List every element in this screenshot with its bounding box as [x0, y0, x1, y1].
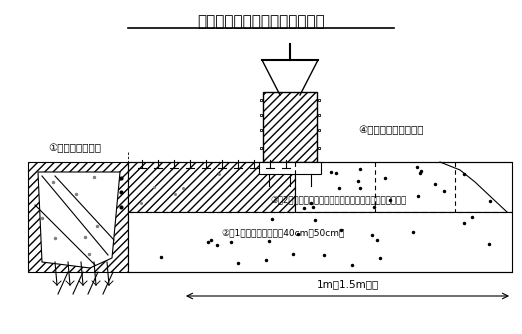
Text: 1m～1.5m先行: 1m～1.5m先行 — [316, 279, 378, 289]
Bar — [259, 162, 321, 174]
Bar — [295, 162, 512, 212]
Text: ①コーナー部設置: ①コーナー部設置 — [49, 143, 101, 153]
Bar — [128, 162, 295, 212]
Bar — [28, 162, 128, 272]
Bar — [263, 92, 317, 162]
Text: ②第1層目生コン打設（40cm～50cm）: ②第1層目生コン打設（40cm～50cm） — [221, 228, 345, 237]
Polygon shape — [38, 172, 120, 268]
Text: ④天端部ゴム型枠設置: ④天端部ゴム型枠設置 — [358, 125, 423, 135]
Bar — [128, 212, 512, 272]
Text: ③第2層目生コン打設（天端部ゴム型枠設置と並行作業）: ③第2層目生コン打設（天端部ゴム型枠設置と並行作業） — [270, 195, 406, 204]
Text: 水通し天端部ゴム型枠設置手順: 水通し天端部ゴム型枠設置手順 — [197, 14, 325, 29]
